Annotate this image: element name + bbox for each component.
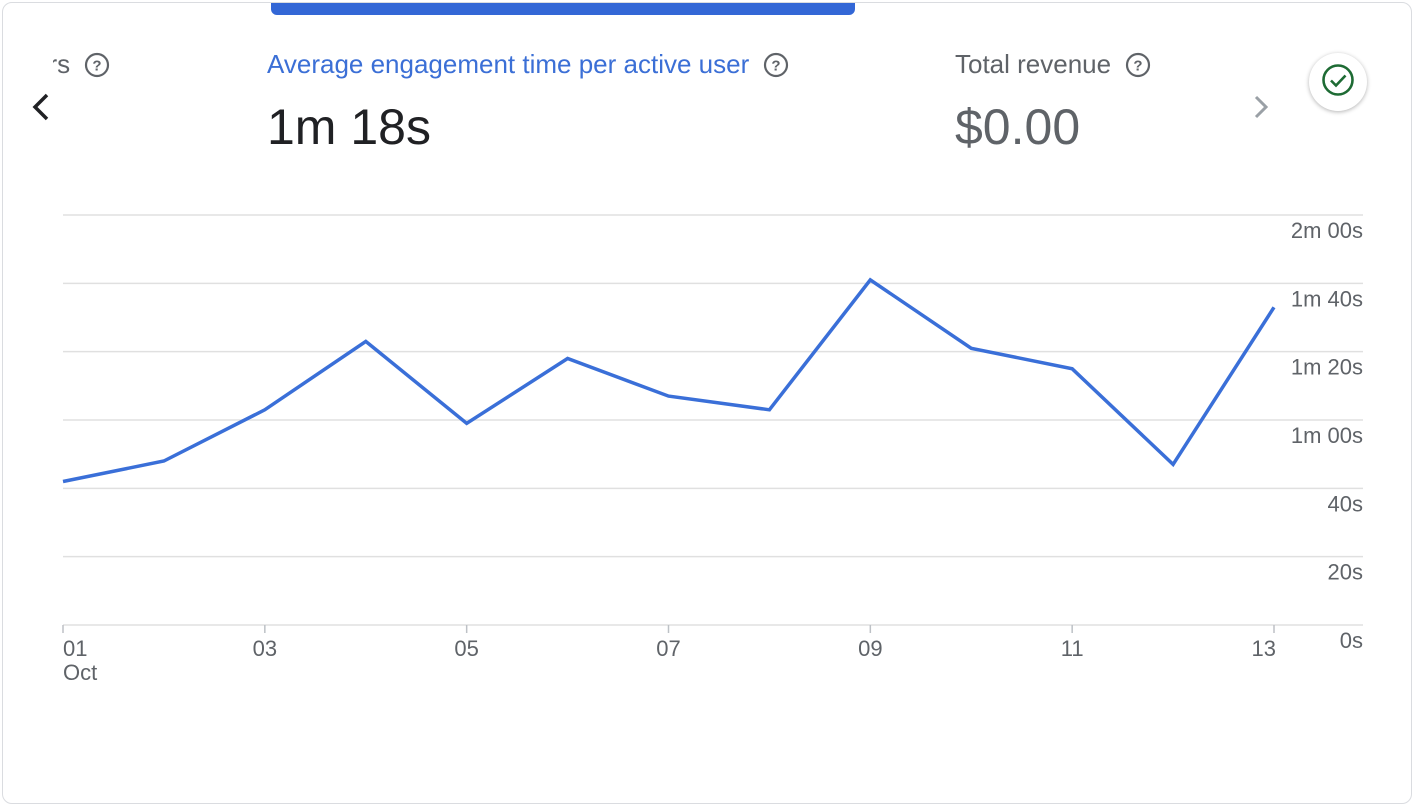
help-icon[interactable]: ? bbox=[84, 52, 110, 78]
status-button[interactable] bbox=[1309, 53, 1367, 111]
metric-label: sers bbox=[53, 49, 71, 79]
y-tick-label: 1m 00s bbox=[1291, 423, 1363, 448]
help-icon[interactable]: ? bbox=[763, 52, 789, 78]
x-sub-label: Oct bbox=[63, 660, 97, 685]
x-tick-label: 01 bbox=[63, 636, 87, 661]
y-tick-label: 0s bbox=[1340, 628, 1363, 653]
svg-text:?: ? bbox=[93, 57, 102, 74]
active-tab-indicator bbox=[271, 3, 855, 15]
metric-value: $0.00 bbox=[955, 99, 1081, 155]
check-circle-icon bbox=[1321, 63, 1355, 102]
x-tick-label: 07 bbox=[656, 636, 680, 661]
line-chart: 0s 20s 40s 1m 00s 1m 20s 1m 40s 2m 00s 01 03 05 07… bbox=[62, 214, 1363, 685]
series-line bbox=[62, 277, 1276, 484]
svg-text:?: ? bbox=[772, 57, 781, 74]
x-tick-label: 09 bbox=[858, 636, 882, 661]
metric-value: 1m 18s bbox=[267, 99, 431, 155]
metric-label: Average engagement time per active user bbox=[267, 49, 750, 79]
x-tick-label: 03 bbox=[253, 636, 277, 661]
y-tick-label: 1m 40s bbox=[1291, 286, 1363, 311]
metric-tab-engagement-time[interactable]: Average engagement time per active user … bbox=[267, 49, 789, 156]
svg-text:?: ? bbox=[1134, 57, 1143, 74]
metric-tab-users[interactable]: sers ? bbox=[53, 49, 183, 80]
y-tick-label: 1m 20s bbox=[1291, 355, 1363, 380]
x-tick-label: 05 bbox=[454, 636, 478, 661]
y-tick-label: 2m 00s bbox=[1291, 218, 1363, 243]
help-icon[interactable]: ? bbox=[1125, 52, 1151, 78]
metric-label: Total revenue bbox=[955, 49, 1112, 79]
chevron-left-icon[interactable] bbox=[21, 87, 61, 127]
chevron-right-icon[interactable] bbox=[1241, 87, 1281, 127]
x-tick-label: 11 bbox=[1061, 636, 1084, 661]
x-tick-label: 13 bbox=[1252, 636, 1276, 661]
y-tick-label: 40s bbox=[1328, 491, 1363, 516]
y-tick-label: 20s bbox=[1328, 560, 1363, 585]
metric-tab-total-revenue[interactable]: Total revenue ? $0.00 bbox=[955, 49, 1151, 156]
